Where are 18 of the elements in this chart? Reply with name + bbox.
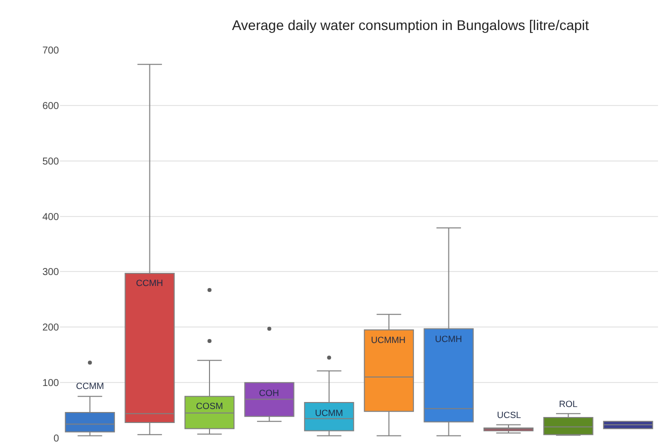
- x-tick-label: CCMM: [76, 381, 104, 391]
- y-tick-label: 500: [42, 156, 60, 168]
- y-tick-label: 600: [42, 100, 60, 112]
- x-tick-label: CCMH: [136, 278, 163, 288]
- y-tick-label: 0: [53, 434, 60, 444]
- y-tick-label: 300: [42, 267, 60, 278]
- x-tick-label: UCSL: [497, 410, 522, 420]
- y-tick-label: 200: [42, 322, 60, 334]
- x-tick-label: UCMH: [435, 334, 462, 344]
- chart-title: Average daily water consumption in Bungalows [litre/capit: [232, 16, 590, 33]
- x-tick-label: UCMM: [315, 408, 343, 418]
- y-tick-label: 700: [42, 46, 60, 56]
- x-tick-label: COH: [259, 388, 279, 398]
- y-tick-label: 100: [42, 378, 60, 390]
- x-tick-label: COSM: [196, 401, 223, 411]
- x-tick-label: ROL: [559, 399, 578, 409]
- y-tick-label: 400: [42, 212, 60, 223]
- x-tick-label: UCMMH: [371, 335, 406, 345]
